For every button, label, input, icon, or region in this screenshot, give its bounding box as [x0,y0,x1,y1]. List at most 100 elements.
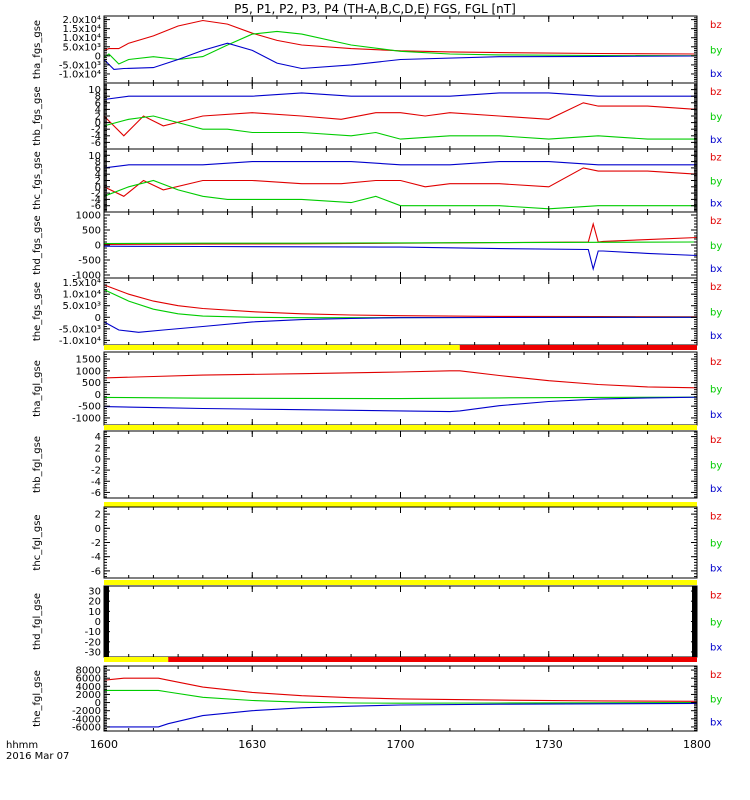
series-line-bz [103,221,698,245]
y-tick-label: -500 [78,256,101,267]
y-tick-label: 30 [88,587,101,598]
y-axis-label: thc_fgs_gse [32,151,43,210]
y-tick-label: -30 [85,647,101,658]
legend-bx: bx [710,484,722,495]
y-tick-label: -6 [91,201,101,212]
y-tick-label: -1.0x10⁴ [59,336,101,347]
y-tick-label: 8000 [76,666,101,677]
series-line-bz [103,677,698,702]
legend-bz: bz [710,670,722,681]
y-tick-label: 4 [95,105,101,116]
y-axis-label: the_fgs_gse [32,282,43,341]
legend-by: by [710,695,722,706]
y-tick-label: -4000 [72,714,101,725]
y-tick-label: 1.5x10⁴ [62,24,101,35]
y-tick-label: -1000 [72,271,101,282]
series-line-bz [103,102,698,137]
y-tick-label: -4 [91,552,101,563]
y-tick-label: 1500 [76,355,101,366]
series-line-bz [103,167,698,197]
y-tick-label: 5.0x10³ [62,301,101,312]
y-tick-label: -6 [91,488,101,499]
series-line-bz [103,284,698,318]
series-line-by [103,115,697,140]
legend-bz: bz [710,591,722,602]
y-tick-label: -20 [85,637,101,648]
series-line-bx [103,92,697,101]
y-tick-label: 500 [82,226,101,237]
series-line-bx [104,702,698,728]
legend-bx: bx [710,642,722,653]
y-tick-label: -6 [91,138,101,149]
panel-frame [103,430,698,499]
y-tick-label: -1.0x10⁴ [59,69,101,80]
y-tick-label: 0 [95,698,101,709]
legend-by: by [710,46,722,57]
y-tick-label: 1000 [76,211,101,222]
y-tick-label: 20 [88,597,101,608]
y-tick-label: -2 [91,189,101,200]
legend-by: by [710,177,722,188]
y-tick-label: 0 [95,524,101,535]
y-axis-label: thb_fgs_gse [32,86,43,145]
legend-bz: bz [710,20,722,31]
y-tick-label: 8 [95,157,101,168]
series-line-by [103,241,698,245]
y-tick-label: -2 [91,538,101,549]
legend-by: by [710,385,722,396]
status-bar-segment [168,657,697,662]
series-line-bx [103,161,697,169]
legend-bz: bz [710,512,722,523]
footer-time-label: hhmm [6,740,39,751]
y-tick-label: -2 [91,125,101,136]
x-tick-label: 1700 [387,738,415,751]
legend-by: by [710,618,722,629]
legend-by: by [710,539,722,550]
legend-bz: bz [710,153,722,164]
y-axis-label: tha_fgl_gse [32,360,43,417]
x-tick-label: 1630 [238,738,266,751]
y-axis-label: thc_fgl_gse [32,514,43,570]
y-tick-label: 6 [95,163,101,174]
y-axis-label: the_fgl_gse [32,670,43,727]
status-bar-segment [104,502,697,507]
legend-bx: bx [710,69,722,80]
y-tick-label: 1000 [76,366,101,377]
y-axis-label: thd_fgl_gse [32,593,43,650]
y-tick-label: 5.0x10³ [62,42,101,53]
series-line-by [103,289,698,319]
y-tick-label: 6000 [76,674,101,685]
legend-bx: bx [710,410,722,421]
y-tick-label: 1.0x10⁴ [62,33,101,44]
panel-frame [103,15,698,84]
status-bar-segment [104,657,169,662]
y-tick-label: -2 [91,466,101,477]
y-axis-label: thd_fgs_gse [32,215,43,274]
legend-by: by [710,112,722,123]
y-tick-label: 2 [95,176,101,187]
y-tick-label: 1.5x10⁴ [62,278,101,289]
status-bar-segment [459,345,697,350]
y-tick-label: 0 [95,118,101,129]
legend-by: by [710,241,722,252]
legend-bx: bx [710,563,722,574]
footer-date-label: 2016 Mar 07 [6,751,70,762]
legend-bz: bz [710,357,722,368]
legend-bx: bx [710,331,722,342]
status-bar-segment [104,345,460,350]
panel-frame [103,211,698,279]
status-bar-segment [104,580,697,585]
series-line-bz [103,19,698,55]
y-tick-label: 0 [95,241,101,252]
y-tick-label: 2 [95,112,101,123]
y-tick-label: 0 [95,313,101,324]
legend-bz: bz [710,282,722,293]
series-line-by [103,30,698,65]
legend-bx: bx [710,264,722,275]
chart-title: P5, P1, P2, P3, P4 (TH-A,B,C,D,E) FGS, F… [234,2,516,16]
series-line-bx [103,396,698,413]
y-tick-label: 2 [95,443,101,454]
y-tick-label: -4 [91,477,101,488]
x-tick-label: 1600 [90,738,118,751]
